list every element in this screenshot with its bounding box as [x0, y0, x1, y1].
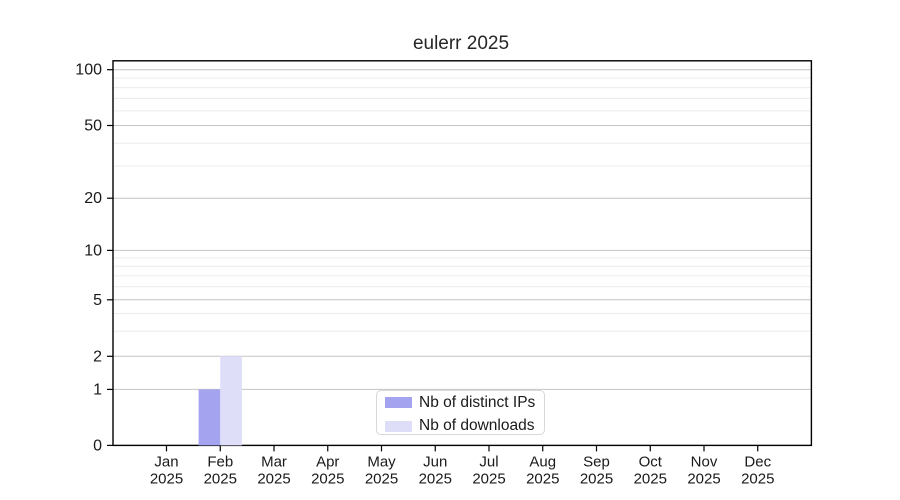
svg-text:0: 0: [93, 437, 102, 454]
svg-text:20: 20: [84, 190, 102, 207]
svg-text:2025: 2025: [687, 470, 720, 487]
svg-text:Jan: Jan: [154, 453, 178, 470]
svg-text:2025: 2025: [580, 470, 613, 487]
svg-text:2025: 2025: [472, 470, 505, 487]
svg-text:2025: 2025: [257, 470, 290, 487]
svg-text:100: 100: [75, 62, 102, 79]
svg-text:Mar: Mar: [261, 453, 287, 470]
svg-text:10: 10: [84, 242, 102, 259]
svg-text:5: 5: [93, 292, 102, 309]
svg-text:Feb: Feb: [207, 453, 233, 470]
svg-text:2025: 2025: [634, 470, 667, 487]
svg-text:eulerr 2025: eulerr 2025: [413, 33, 509, 54]
svg-text:50: 50: [84, 118, 102, 135]
svg-text:2025: 2025: [365, 470, 398, 487]
svg-text:2025: 2025: [204, 470, 237, 487]
svg-text:1: 1: [93, 381, 102, 398]
svg-text:Jul: Jul: [479, 453, 498, 470]
svg-text:Aug: Aug: [529, 453, 556, 470]
svg-text:2025: 2025: [526, 470, 559, 487]
svg-text:2025: 2025: [150, 470, 183, 487]
svg-text:2: 2: [93, 348, 102, 365]
svg-text:May: May: [367, 453, 396, 470]
svg-text:2025: 2025: [311, 470, 344, 487]
svg-text:2025: 2025: [741, 470, 774, 487]
svg-text:Sep: Sep: [583, 453, 610, 470]
svg-text:Oct: Oct: [639, 453, 663, 470]
svg-text:Dec: Dec: [744, 453, 771, 470]
svg-text:Jun: Jun: [423, 453, 447, 470]
svg-text:2025: 2025: [419, 470, 452, 487]
svg-text:Apr: Apr: [316, 453, 339, 470]
svg-text:Nov: Nov: [691, 453, 718, 470]
